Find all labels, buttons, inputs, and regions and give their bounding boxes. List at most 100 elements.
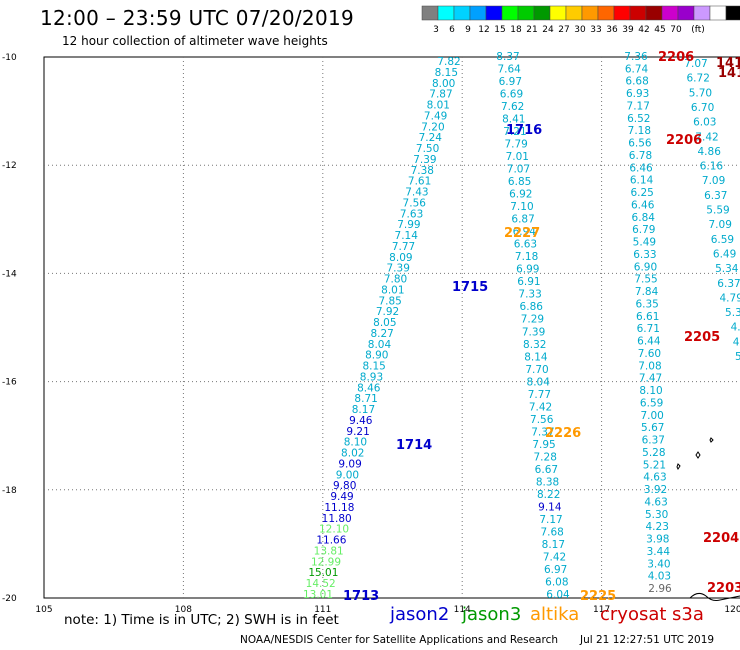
legend-label: 70 xyxy=(670,25,682,35)
wave-height-value: 6.69 xyxy=(500,89,523,101)
legend-swatch xyxy=(501,5,519,21)
wave-height-value: 2.96 xyxy=(648,583,672,595)
track-label: 1714 xyxy=(396,438,432,453)
legend-label: 45 xyxy=(654,25,665,35)
wave-height-value: 7.18 xyxy=(628,125,651,137)
wave-height-value: 8.32 xyxy=(523,339,546,351)
wave-height-value: 14.52 xyxy=(306,578,336,590)
mission-label: jason2 xyxy=(390,604,450,625)
wave-height-value: 8.04 xyxy=(527,376,551,388)
wave-height-value: 8.09 xyxy=(389,252,412,264)
wave-height-value: 7.62 xyxy=(501,101,524,113)
wave-height-value: 8.04 xyxy=(368,339,392,351)
wave-height-value: 7.87 xyxy=(429,89,452,101)
wave-height-value: 9.80 xyxy=(333,480,356,492)
wave-height-value: 6.33 xyxy=(633,249,656,261)
wave-height-value: 6.72 xyxy=(687,73,710,85)
wave-height-value: 7.56 xyxy=(530,414,554,426)
track-label: 141 xyxy=(716,56,740,71)
island-shape xyxy=(676,463,681,470)
wave-height-value: 7.39 xyxy=(387,263,410,275)
wave-height-value: 12.99 xyxy=(311,556,341,568)
legend-label: 18 xyxy=(510,25,522,35)
longitude-tick-labels: 105 108 111 114 117 120 xyxy=(35,605,740,615)
wave-height-value: 5.3 xyxy=(725,307,740,319)
mission-altika: altika xyxy=(530,604,579,625)
legend-label: 33 xyxy=(590,25,601,35)
wave-height-value: 6.71 xyxy=(637,323,660,335)
wave-height-value: 6.63 xyxy=(514,239,537,251)
wave-height-value: 7.20 xyxy=(421,121,444,133)
wave-height-value: 6.59 xyxy=(640,397,663,409)
island-shape xyxy=(695,451,701,459)
wave-height-value: 8.46 xyxy=(357,382,381,394)
track-label: 2226 xyxy=(545,426,581,441)
wave-height-value: 7.79 xyxy=(504,139,527,151)
wave-height-value: 4. xyxy=(731,322,740,334)
wave-height-value: 7.10 xyxy=(510,201,533,213)
wave-height-value: 7.43 xyxy=(405,187,428,199)
mission-jason3: jason3 xyxy=(462,604,521,625)
wave-height-value: 3.44 xyxy=(647,546,671,558)
wave-height-value: 8.15 xyxy=(435,67,458,79)
track-label: 2203 xyxy=(707,581,740,596)
wave-height-value: 7.09 xyxy=(702,175,725,187)
wave-height-value: 7.33 xyxy=(518,289,541,301)
wave-height-value: 8.93 xyxy=(360,371,383,383)
wave-height-value: 7.95 xyxy=(532,439,555,451)
wave-height-value: 6.03 xyxy=(693,117,716,129)
legend-label: 30 xyxy=(574,25,586,35)
wave-height-value: 6.37 xyxy=(704,190,727,202)
wave-height-value: 6.59 xyxy=(711,234,734,246)
wave-height-value: 4.03 xyxy=(648,571,671,583)
legend-swatch xyxy=(437,5,455,21)
wave-height-value: 8.05 xyxy=(373,317,396,329)
wave-height-value: 5.67 xyxy=(641,422,664,434)
wave-height-value: 6.78 xyxy=(629,150,652,162)
wave-height-value: 5.59 xyxy=(706,205,729,217)
wave-height-value: 7.29 xyxy=(521,314,544,326)
wave-height-value: 13.81 xyxy=(314,545,344,557)
wave-height-value: 7.77 xyxy=(392,241,415,253)
track-label: 1715 xyxy=(452,280,488,295)
track-label: 2206 xyxy=(666,133,702,148)
legend-swatch xyxy=(533,5,551,21)
legend-label: 9 xyxy=(465,25,471,35)
legend-swatch xyxy=(661,5,679,21)
track-label: 2204 xyxy=(703,531,739,546)
legend-swatch xyxy=(597,5,615,21)
wave-height-value: 7.08 xyxy=(638,360,661,372)
wave-height-value: 6.49 xyxy=(713,248,736,260)
legend-swatch xyxy=(677,5,695,21)
wave-height-value: 8.14 xyxy=(524,351,548,363)
wave-height-value: 6.94 xyxy=(513,226,537,238)
wave-height-value: 7.64 xyxy=(497,64,521,76)
wave-height-value: 15.01 xyxy=(308,567,338,579)
wave-height-value: 6.70 xyxy=(691,102,714,114)
wave-height-value: 7.61 xyxy=(408,176,431,188)
wave-height-value: 7.07 xyxy=(684,58,707,70)
legend-label: 3 xyxy=(433,25,439,35)
y-tick-label: -18 xyxy=(2,486,17,496)
note-text: note: 1) Time is in UTC; 2) SWH is in fe… xyxy=(64,612,339,628)
wave-height-values: 7.828.158.007.878.017.497.207.247.507.39… xyxy=(303,51,740,601)
island-shape xyxy=(709,437,714,443)
wave-height-value: 7.18 xyxy=(515,251,538,263)
wave-height-value: 6.46 xyxy=(631,199,655,211)
wave-height-value: 7.24 xyxy=(419,132,443,144)
mission-label: s3a xyxy=(672,604,704,625)
wave-height-value: 7.80 xyxy=(384,274,407,286)
wave-height-value: 6.35 xyxy=(635,298,658,310)
wave-height-value: 4.63 xyxy=(644,496,667,508)
wave-height-value: 8.00 xyxy=(432,78,455,90)
legend-label: 39 xyxy=(622,25,634,35)
wave-height-value: 6.91 xyxy=(517,276,540,288)
track-labels: 1713 1714 1715 1716 2227 2226 2225 2206 2206 2205… xyxy=(343,50,740,604)
track-label: 2227 xyxy=(504,226,540,241)
x-tick-label: 105 xyxy=(35,605,52,615)
legend-swatch xyxy=(517,5,535,21)
wave-height-value: 8.02 xyxy=(341,448,364,460)
wave-height-value: 9.46 xyxy=(349,415,373,427)
wave-height-value: 6.37 xyxy=(642,435,665,447)
wave-height-value: 6.84 xyxy=(632,212,656,224)
